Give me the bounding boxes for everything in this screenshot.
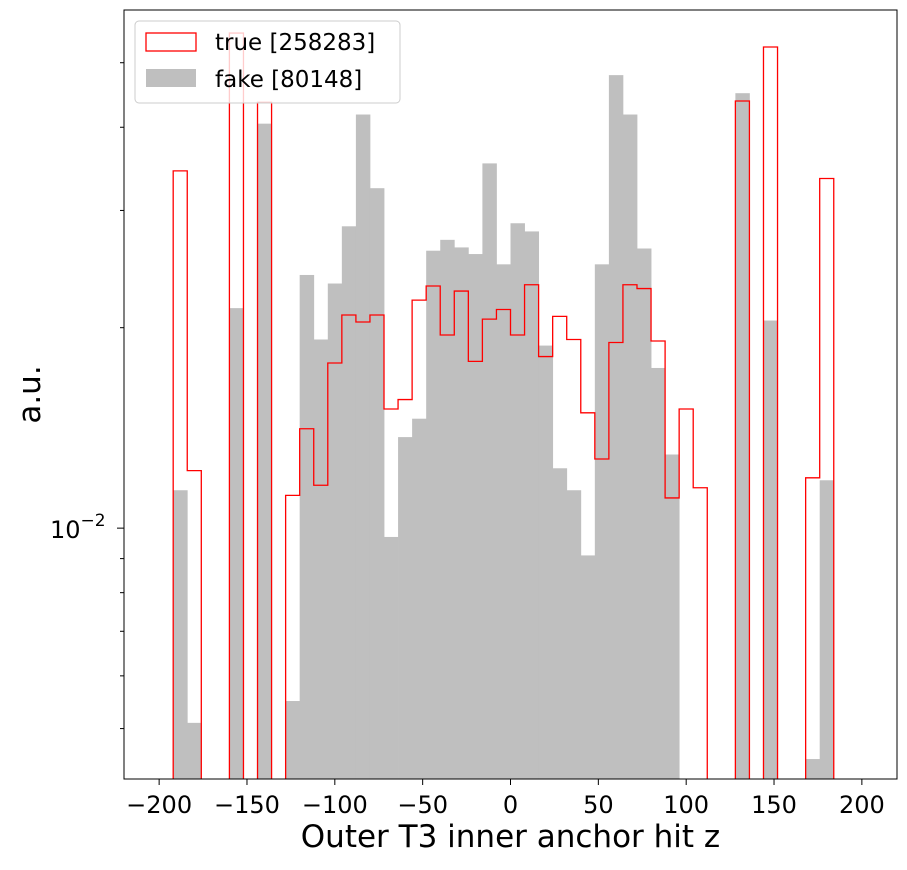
fake-bar (594, 264, 610, 779)
fake-bar (538, 345, 554, 779)
fake-bar (341, 226, 357, 780)
fake-bar (608, 75, 624, 779)
fake-bar (257, 123, 272, 779)
x-tick-label: 200 (839, 791, 885, 819)
y-tick-label: 10−2 (50, 511, 106, 544)
legend-frame (134, 20, 401, 104)
fake-bar (173, 490, 188, 779)
plot-area (172, 32, 835, 780)
fake-bar (327, 283, 343, 779)
x-axis-label: Outer T3 inner anchor hit z (301, 819, 720, 855)
legend-label-fake: fake [80148] (215, 67, 362, 93)
fake-bar (524, 231, 540, 780)
fake-bar (482, 163, 497, 779)
x-tick-label: 0 (503, 791, 518, 819)
fake-bar (636, 248, 652, 779)
fake-bar (468, 254, 483, 779)
fake-bar (566, 490, 582, 779)
axes-ticks: −200 −150 −100 −50 0 50 100 150 200 10−2 (50, 62, 885, 819)
fake-bar (735, 93, 750, 779)
fake-bar (398, 437, 413, 779)
y-axis-label: a.u. (12, 365, 48, 423)
fake-bar (454, 247, 469, 779)
fake-bar (552, 468, 568, 779)
fake-bar (229, 308, 244, 779)
fake-bar (440, 239, 455, 779)
fake-bar (763, 320, 778, 779)
fake-bar (496, 264, 511, 779)
fake-bar (819, 480, 835, 779)
fake-bar (187, 722, 202, 779)
fake-bar (426, 250, 441, 779)
fake-bar (285, 701, 301, 779)
fake-bar (313, 339, 329, 779)
fake-bar (510, 223, 525, 779)
fake-bar (805, 759, 821, 779)
x-tick-label: −200 (126, 791, 192, 819)
x-tick-label: 50 (583, 791, 614, 819)
fake-bar (412, 418, 427, 779)
legend-swatch-fake (146, 69, 196, 87)
legend-swatch-true (145, 32, 197, 52)
fake-bar (299, 274, 315, 779)
fake-bar (355, 114, 371, 779)
fake-bar (384, 536, 399, 779)
x-tick-label: 150 (751, 791, 797, 819)
legend: true [258283] fake [80148] (134, 20, 401, 104)
legend-label-true: true [258283] (215, 30, 375, 56)
fake-bar (580, 555, 596, 779)
x-tick-label: −150 (214, 791, 280, 819)
x-tick-label: −50 (397, 791, 448, 819)
fake-bar (369, 188, 385, 779)
fake-bar (622, 114, 638, 779)
fake-bar (651, 367, 666, 779)
fake-bar (665, 454, 680, 779)
x-tick-label: 100 (663, 791, 709, 819)
x-tick-label: −100 (302, 791, 368, 819)
